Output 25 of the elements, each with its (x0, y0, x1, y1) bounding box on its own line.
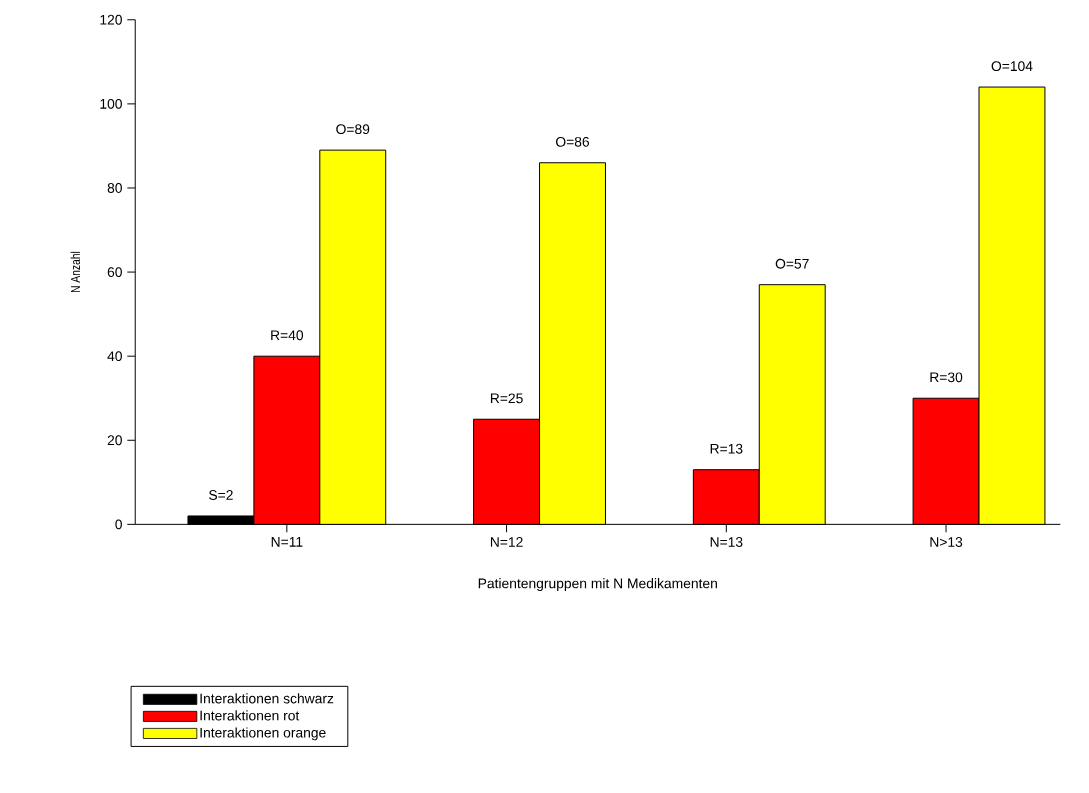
data-label: S=2 (209, 489, 233, 500)
data-label: R=25 (490, 393, 523, 403)
legend-label: Interaktionen schwarz (200, 693, 334, 704)
y-tick-label: 0 (115, 519, 122, 530)
x-tick-label: N=11 (271, 536, 303, 547)
data-label: O=89 (336, 124, 370, 134)
data-label: O=104 (991, 60, 1033, 71)
legend-label: Interaktionen rot (200, 710, 300, 721)
y-tick-label: 80 (107, 182, 122, 193)
x-tick-label: N=12 (490, 536, 523, 547)
legend-label: Interaktionen orange (200, 727, 326, 741)
x-tick-label: N>13 (930, 536, 963, 547)
y-tick-label: 100 (100, 98, 122, 109)
data-label: R=30 (930, 372, 963, 382)
y-tick-label: 60 (107, 266, 122, 277)
data-label: O=57 (775, 258, 809, 269)
x-axis-title: Patientengruppen mit N Medikamenten (478, 577, 717, 591)
data-label: O=86 (556, 136, 590, 147)
data-label: R=13 (710, 443, 743, 454)
data-label: R=40 (271, 330, 304, 340)
y-tick-label: 40 (107, 351, 122, 361)
y-tick-label: 120 (100, 14, 122, 25)
x-tick-label: N=13 (710, 536, 743, 547)
y-axis-title: N Anzahl (70, 251, 81, 292)
y-tick-label: 20 (107, 435, 122, 445)
